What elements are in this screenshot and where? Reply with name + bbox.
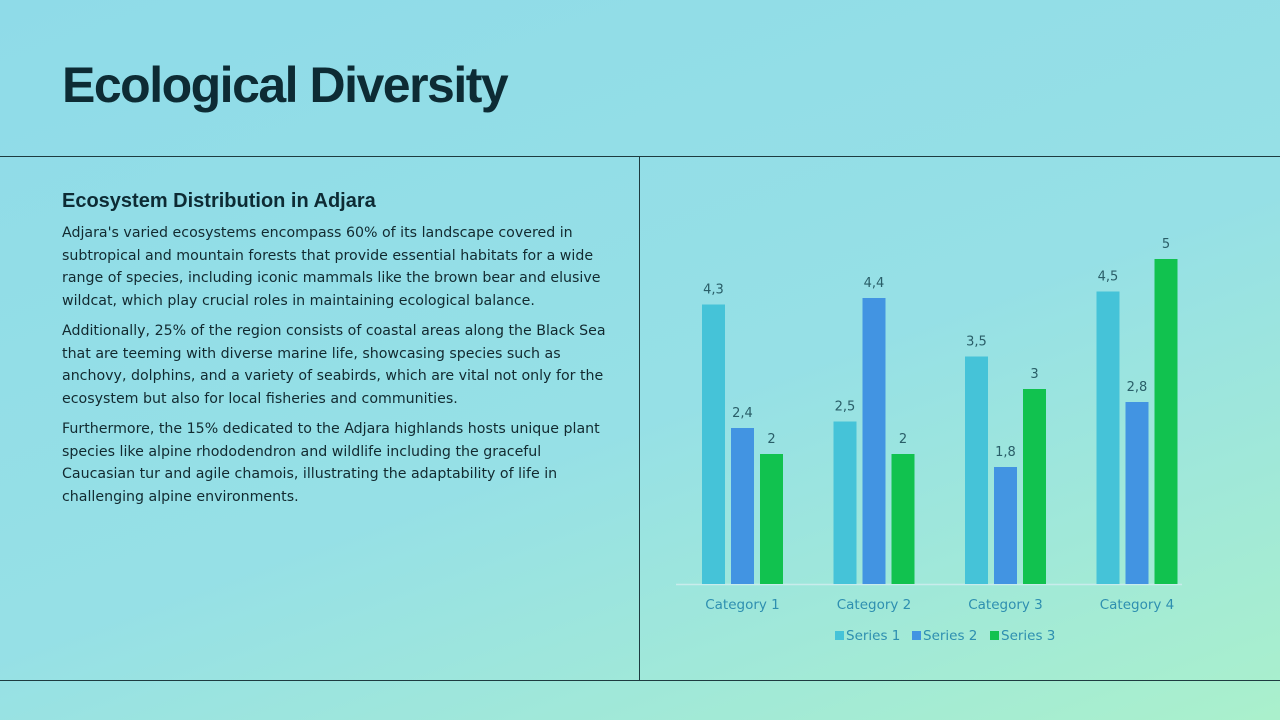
data-label-1-1: 4,3	[703, 283, 724, 298]
bar-3-4	[1154, 259, 1178, 584]
top-divider	[0, 156, 1280, 157]
legend-swatch-1	[835, 631, 844, 640]
category-label-1: Category 1	[705, 597, 780, 613]
bar-1-3	[965, 356, 988, 584]
bar-2-3	[994, 467, 1017, 584]
paragraph-forests: Adjara's varied ecosystems encompass 60%…	[62, 225, 601, 309]
data-label-2-1: 2,4	[732, 406, 753, 421]
data-label-1-4: 4,5	[1098, 270, 1119, 285]
bottom-divider	[0, 680, 1280, 681]
bar-3-3	[1023, 389, 1046, 584]
category-label-2: Category 2	[837, 597, 912, 613]
legend-swatch-2	[912, 631, 921, 640]
legend-label-3: Series 3	[1001, 628, 1055, 644]
data-label-3-3: 3	[1030, 367, 1038, 382]
data-label-3-1: 2	[767, 432, 775, 447]
text-panel: Ecosystem Distribution in Adjara Adjara'…	[62, 190, 607, 516]
paragraph-highlands: Furthermore, the 15% dedicated to the Ad…	[62, 421, 600, 505]
data-label-2-3: 1,8	[995, 445, 1016, 460]
legend-swatch-3	[990, 631, 999, 640]
category-label-4: Category 4	[1100, 597, 1175, 613]
data-label-2-2: 4,4	[864, 276, 885, 291]
bar-1-1	[702, 304, 725, 584]
data-label-3-2: 2	[899, 432, 907, 447]
bar-1-2	[833, 421, 857, 584]
data-label-1-2: 2,5	[835, 400, 856, 415]
bar-2-1	[731, 428, 754, 584]
data-label-1-3: 3,5	[966, 335, 987, 350]
bar-chart: 4,3 2,4 2 Category 1 2,5 4,4 2 Category 2 3,5 1,8…	[676, 237, 1182, 644]
category-label-3: Category 3	[968, 597, 1043, 613]
bar-3-2	[891, 454, 915, 584]
section-subtitle: Ecosystem Distribution in Adjara	[62, 190, 376, 212]
bar-3-1	[760, 454, 783, 584]
data-label-2-4: 2,8	[1127, 380, 1148, 395]
bar-2-2	[862, 298, 886, 584]
legend-label-1: Series 1	[846, 628, 900, 644]
bar-1-4	[1096, 291, 1120, 584]
paragraph-coastal: Additionally, 25% of the region consists…	[62, 323, 606, 407]
vertical-divider	[639, 156, 640, 681]
data-label-3-4: 5	[1162, 237, 1170, 252]
legend-label-2: Series 2	[923, 628, 977, 644]
bar-2-4	[1125, 402, 1149, 584]
slide-title: Ecological Diversity	[62, 57, 509, 113]
